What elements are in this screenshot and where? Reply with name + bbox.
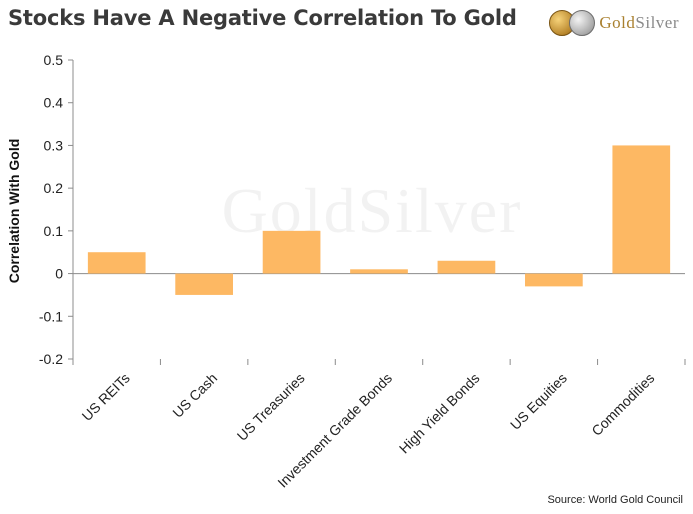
y-axis-label: Correlation With Gold <box>6 139 22 284</box>
y-tick-label: 0.1 <box>44 223 64 239</box>
bar-commodities <box>612 145 671 274</box>
y-tick-label: 0.5 <box>44 52 64 68</box>
y-tick-label: 0.2 <box>44 180 64 196</box>
logo-wordmark: GoldSilver <box>599 13 679 32</box>
y-tick-label: 0.4 <box>44 95 64 111</box>
goldsilver-logo: GoldSilver <box>549 6 679 40</box>
bar-us-cash <box>175 273 233 295</box>
x-tick-label: US Equities <box>507 370 570 433</box>
bar-investment-grade-bonds <box>350 269 408 274</box>
x-tick-label: Commodities <box>588 370 657 439</box>
axes <box>68 59 686 365</box>
bar-us-reits <box>87 252 146 274</box>
y-tick-labels: 0.5 0.4 0.3 0.2 0.1 0 -0.1 -0.2 <box>39 52 63 367</box>
x-tick-label: High Yield Bonds <box>396 370 483 457</box>
bar-high-yield-bonds <box>437 260 496 274</box>
x-tick-label: US Cash <box>169 370 220 421</box>
x-tick-label: US REITs <box>79 370 133 424</box>
chart-title: Stocks Have A Negative Correlation To Go… <box>8 6 517 30</box>
y-tick-label: 0 <box>55 266 63 282</box>
bar-us-treasuries <box>262 230 321 274</box>
silver-coin-icon <box>569 10 596 36</box>
bar-us-equities <box>525 273 583 287</box>
bars <box>87 145 671 295</box>
x-tick-label: US Treasuries <box>234 370 308 444</box>
source-note: Source: World Gold Council <box>547 494 683 506</box>
y-tick-label: -0.2 <box>39 351 63 367</box>
y-tick-label: -0.1 <box>39 308 63 324</box>
y-tick-label: 0.3 <box>44 137 64 153</box>
